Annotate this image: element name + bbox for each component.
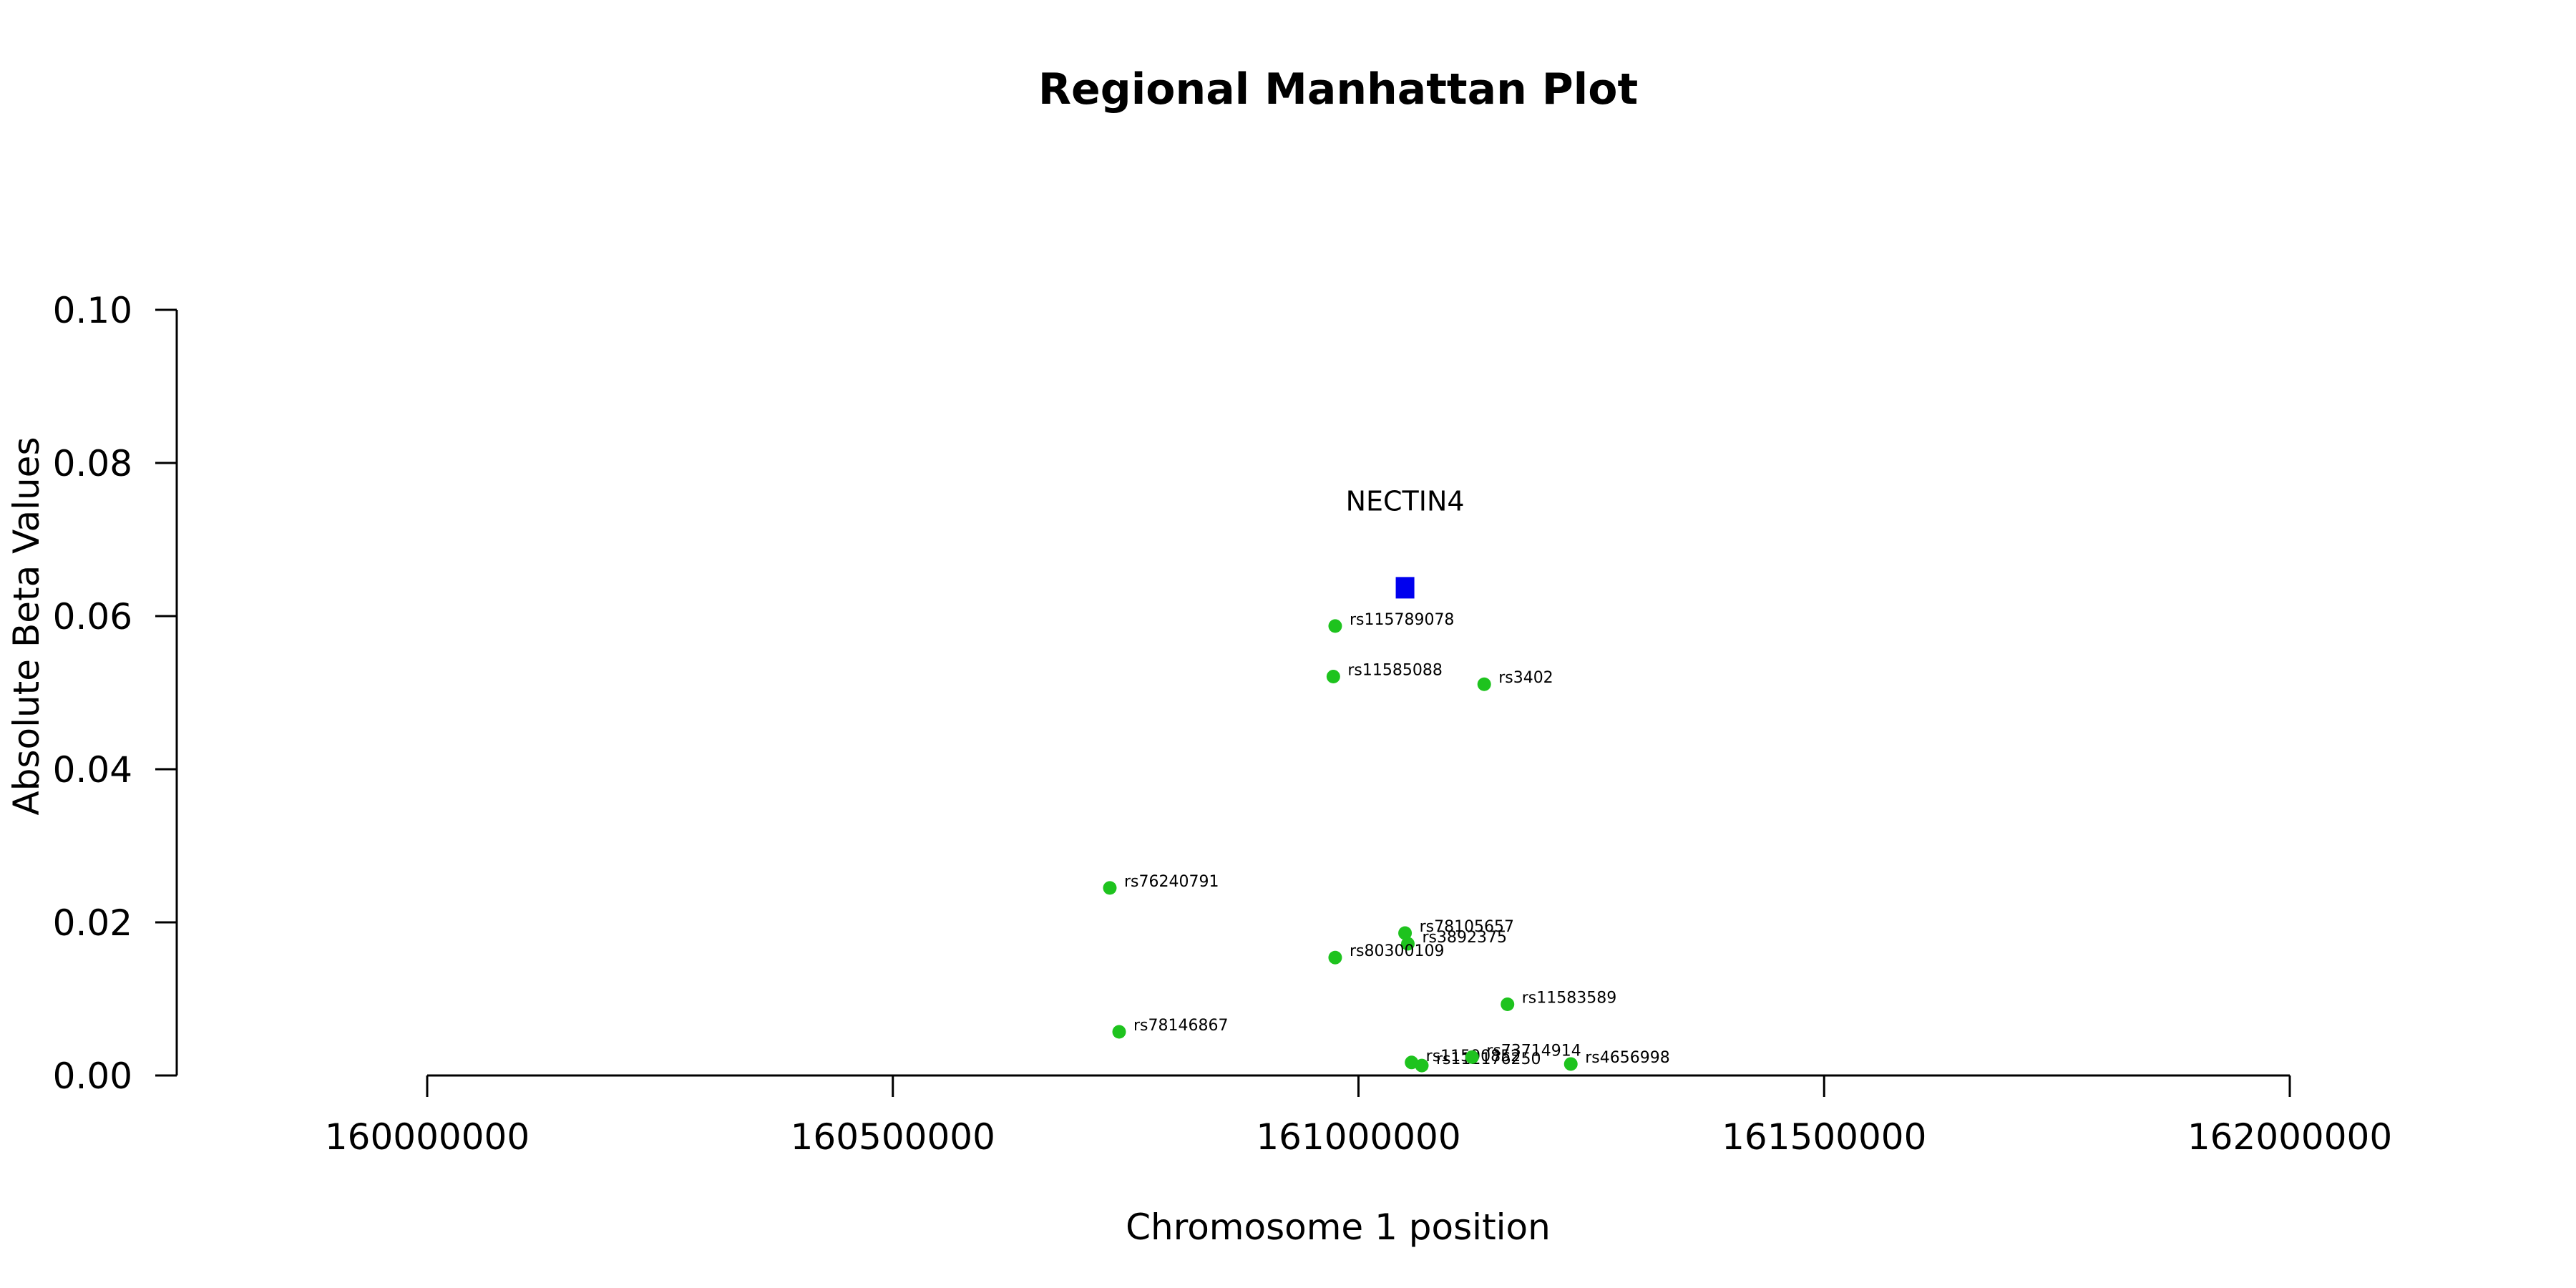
y-tick-label: 0.06: [53, 596, 132, 638]
snp-label: rs78146867: [1133, 1017, 1228, 1035]
x-axis-label: Chromosome 1 position: [1126, 1206, 1551, 1248]
snp-label: rs3402: [1498, 669, 1553, 687]
snp-point: [1405, 1055, 1419, 1070]
y-tick-label: 0.00: [53, 1055, 132, 1097]
snp-label: rs76240791: [1124, 873, 1219, 891]
y-axis-label: Absolute Beta Values: [6, 437, 47, 816]
y-axis: 0.00 0.02 0.04 0.06 0.08 0.10: [53, 290, 178, 1097]
snp-point: [1501, 997, 1515, 1011]
snp-point: [1400, 937, 1415, 951]
snp-point: [1477, 677, 1491, 691]
chart-title: Regional Manhattan Plot: [1038, 64, 1638, 114]
y-tick-label: 0.02: [53, 902, 132, 944]
snp-label: rs73714914: [1486, 1042, 1581, 1060]
snp-label: rs115789078: [1350, 611, 1454, 629]
snp-point: [1112, 1025, 1126, 1039]
y-tick-label: 0.08: [53, 443, 132, 484]
snp-label: rs80300109: [1350, 942, 1444, 960]
snp-point: [1563, 1057, 1578, 1071]
x-tick-label: 160000000: [325, 1116, 530, 1158]
snp-point: [1465, 1050, 1479, 1064]
x-axis: 160000000 160500000 161000000 161500000 1620…: [325, 1074, 2392, 1158]
snp-point: [1415, 1058, 1429, 1073]
x-tick-label: 162000000: [2187, 1116, 2392, 1158]
snp-label: rs112176250: [1436, 1050, 1541, 1068]
snp-point: [1103, 881, 1117, 895]
x-tick-label: 160500000: [791, 1116, 995, 1158]
snp-point: [1328, 950, 1342, 965]
snp-point: [1398, 926, 1413, 940]
snp-label: rs3892375: [1422, 929, 1507, 947]
snp-label: rs11585088: [1347, 662, 1442, 680]
snp-label: rs11583589: [1522, 989, 1616, 1007]
snp-point: [1328, 619, 1342, 633]
y-tick-label: 0.04: [53, 749, 132, 791]
gene-label: NECTIN4: [1346, 485, 1465, 517]
x-tick-label: 161000000: [1256, 1116, 1460, 1158]
x-tick-label: 161500000: [1722, 1116, 1926, 1158]
snp-point: [1326, 670, 1340, 684]
snp-label: rs4656998: [1585, 1049, 1670, 1067]
data-points: rs115789078 rs11585088 rs3402 rs76240791 rs7…: [1103, 485, 1670, 1073]
snp-label: rs78105657: [1420, 918, 1514, 936]
gene-marker: [1395, 577, 1415, 599]
y-tick-label: 0.10: [53, 290, 132, 331]
